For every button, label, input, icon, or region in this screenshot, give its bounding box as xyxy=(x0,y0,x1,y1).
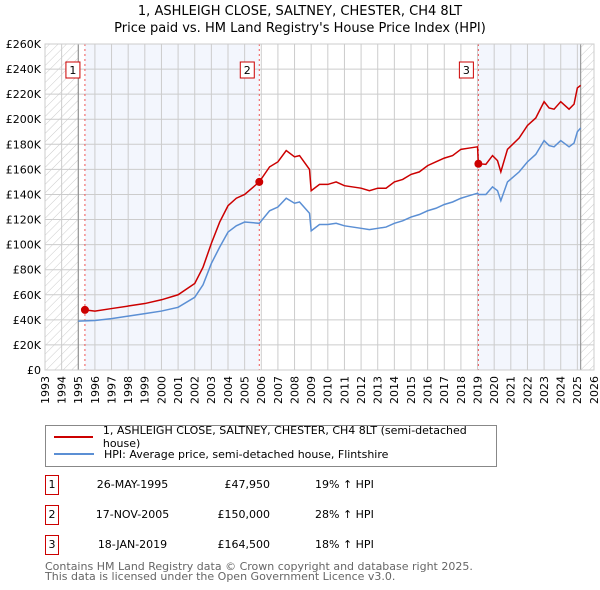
x-tick-label: 1996 xyxy=(89,376,102,404)
sale-marker-badge: 3 xyxy=(45,535,59,555)
x-tick-label: 2017 xyxy=(438,376,451,404)
legend-label: 1, ASHLEIGH CLOSE, SALTNEY, CHESTER, CH4… xyxy=(102,424,467,450)
x-tick-label: 1999 xyxy=(139,376,152,404)
x-tick-label: 2005 xyxy=(238,376,251,404)
sale-point xyxy=(80,305,89,314)
x-tick-label: 2009 xyxy=(305,376,318,404)
sale-label: 3 xyxy=(463,64,470,77)
x-tick-label: 2018 xyxy=(455,376,468,404)
shaded-period-1 xyxy=(84,44,260,370)
sale-point xyxy=(474,159,483,168)
x-tick-label: 2022 xyxy=(521,376,534,404)
sale-label-box xyxy=(458,61,474,79)
blue-line-swatch xyxy=(54,453,94,455)
x-tick-label: 1995 xyxy=(72,376,85,404)
sale-date: 18-JAN-2019 xyxy=(97,538,168,551)
x-tick-label: 1998 xyxy=(122,376,135,404)
hatched-no-data-after xyxy=(580,44,594,370)
y-tick-label: £20K xyxy=(13,339,42,352)
y-tick-label: £120K xyxy=(6,214,42,227)
x-tick-label: 2019 xyxy=(471,376,484,404)
y-tick-label: £240K xyxy=(6,63,42,76)
y-tick-label: £140K xyxy=(6,188,42,201)
y-tick-label: £60K xyxy=(13,289,42,302)
x-tick-label: 1993 xyxy=(39,376,52,404)
footer: Contains HM Land Registry data © Crown c… xyxy=(45,560,473,583)
x-tick-label: 2001 xyxy=(172,376,185,404)
legend-item-property: 1, ASHLEIGH CLOSE, SALTNEY, CHESTER, CH4… xyxy=(54,424,496,450)
y-tick-label: £160K xyxy=(6,163,42,176)
red-line-swatch xyxy=(54,436,93,438)
y-tick-label: £180K xyxy=(6,138,42,151)
x-tick-label: 2006 xyxy=(255,376,268,404)
licence-text: This data is licensed under the Open Gov… xyxy=(45,570,396,583)
copyright-text: Contains HM Land Registry data © Crown c… xyxy=(45,560,473,573)
x-tick-label: 2008 xyxy=(288,376,301,404)
y-tick-label: £40K xyxy=(13,314,42,327)
sale-row: 2 17-NOV-2005 £150,000 28% ↑ HPI xyxy=(45,505,445,525)
x-tick-label: 2007 xyxy=(272,376,285,404)
hpi-line xyxy=(78,127,582,322)
sale-hpi-diff: 28% ↑ HPI xyxy=(315,508,374,521)
sale-label-box xyxy=(239,61,255,79)
legend-item-hpi: HPI: Average price, semi-detached house,… xyxy=(54,446,388,462)
x-tick-label: 2012 xyxy=(355,376,368,404)
x-tick-label: 2016 xyxy=(421,376,434,404)
x-tick-label: 2013 xyxy=(372,376,385,404)
y-tick-label: £260K xyxy=(6,38,42,51)
x-tick-label: 2004 xyxy=(222,376,235,404)
sale-marker-badge: 1 xyxy=(45,475,59,495)
sale-label-box xyxy=(65,61,81,79)
sale-label: 1 xyxy=(69,64,76,77)
sale-date: 26-MAY-1995 xyxy=(96,478,169,491)
shaded-period-3 xyxy=(478,44,581,370)
x-tick-label: 2024 xyxy=(555,376,568,404)
sale-row: 3 18-JAN-2019 £164,500 18% ↑ HPI xyxy=(45,535,445,555)
x-tick-label: 1997 xyxy=(105,376,118,404)
legend-label: HPI: Average price, semi-detached house,… xyxy=(104,447,389,461)
chart-title: 1, ASHLEIGH CLOSE, SALTNEY, CHESTER, CH4… xyxy=(0,3,600,37)
x-tick-label: 2026 xyxy=(588,376,600,404)
x-tick-label: 2002 xyxy=(189,376,202,404)
x-tick-label: 2000 xyxy=(155,376,168,404)
x-tick-label: 2021 xyxy=(505,376,518,404)
y-tick-label: £220K xyxy=(6,88,42,101)
y-tick-label: £80K xyxy=(13,264,42,277)
sale-price: £164,500 xyxy=(217,538,271,551)
x-tick-label: 2003 xyxy=(205,376,218,404)
x-tick-label: 2014 xyxy=(388,376,401,404)
x-tick-label: 2025 xyxy=(571,376,584,404)
sale-point xyxy=(255,177,264,186)
price-chart: 1993 1994 1995 1996 1997 1998 1999 2000 2001 2002… xyxy=(6,38,600,404)
plot-border xyxy=(44,43,595,371)
y-tick-label: £100K xyxy=(6,239,42,252)
sale-date: 17-NOV-2005 xyxy=(95,508,170,521)
x-tick-label: 2010 xyxy=(322,376,335,404)
x-tick-label: 2023 xyxy=(538,376,551,404)
sale-row: 1 26-MAY-1995 £47,950 19% ↑ HPI xyxy=(45,475,445,495)
sale-marker-badge: 2 xyxy=(45,505,59,525)
subtitle-line: Price paid vs. HM Land Registry's House … xyxy=(114,21,486,36)
sale-price: £47,950 xyxy=(224,478,271,491)
title-line: 1, ASHLEIGH CLOSE, SALTNEY, CHESTER, CH4… xyxy=(137,4,463,19)
sale-price: £150,000 xyxy=(217,508,271,521)
sale-hpi-diff: 19% ↑ HPI xyxy=(315,478,374,491)
y-tick-label: £200K xyxy=(6,113,42,126)
x-tick-label: 2020 xyxy=(488,376,501,404)
y-tick-label: £0 xyxy=(27,364,41,377)
legend: 1, ASHLEIGH CLOSE, SALTNEY, CHESTER, CH4… xyxy=(45,424,497,467)
property-price-line xyxy=(84,84,582,312)
x-tick-label: 1994 xyxy=(55,376,68,404)
x-tick-label: 2015 xyxy=(405,376,418,404)
x-tick-label: 2011 xyxy=(338,376,351,404)
sale-hpi-diff: 18% ↑ HPI xyxy=(315,538,374,551)
sale-label: 2 xyxy=(244,64,251,77)
